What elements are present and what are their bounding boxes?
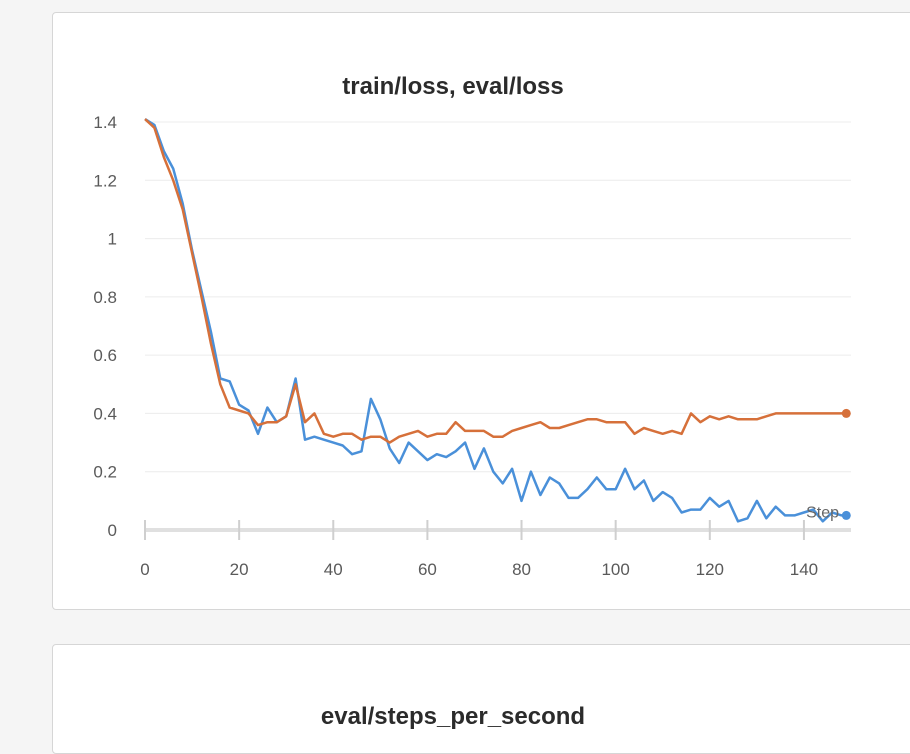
x-tick-label: 120	[696, 560, 724, 579]
x-tick-label: 40	[324, 560, 343, 579]
chart-panel-loss: train/loss, eval/loss 0 0.2 0.4 0.6 0.8 1 1.2 1…	[52, 12, 910, 610]
y-tick-label: 0.6	[93, 346, 117, 365]
y-tick-label: 0	[108, 521, 117, 540]
x-tick-label: 60	[418, 560, 437, 579]
series-end-point-2[interactable]	[841, 408, 851, 418]
x-tick-label: 80	[512, 560, 531, 579]
chart-title: train/loss, eval/loss	[342, 73, 564, 100]
y-tick-label: 0.2	[93, 463, 117, 482]
y-tick-label: 0.8	[93, 288, 117, 307]
y-tick-label: 1.2	[93, 171, 117, 190]
x-tick-label: 100	[601, 560, 629, 579]
series-line-1[interactable]	[144, 118, 847, 523]
x-axis-label: Step	[806, 505, 839, 522]
x-tick-label: 20	[230, 560, 249, 579]
x-tick-label: 0	[140, 560, 149, 579]
y-tick-label: 1.4	[93, 113, 117, 132]
series-line-2[interactable]	[144, 118, 847, 444]
loss-line-chart[interactable]: 0 0.2 0.4 0.6 0.8 1 1.2 1.4 0 20 40 60 80 100 120 140 St…	[53, 13, 910, 579]
chart-panel-steps-per-second: eval/steps_per_second	[52, 644, 910, 754]
series-end-point-1[interactable]	[841, 510, 851, 520]
y-tick-label: 0.4	[93, 404, 117, 423]
x-tick-label: 140	[790, 560, 818, 579]
chart-title-2: eval/steps_per_second	[320, 703, 586, 730]
y-tick-label: 1	[108, 230, 117, 249]
